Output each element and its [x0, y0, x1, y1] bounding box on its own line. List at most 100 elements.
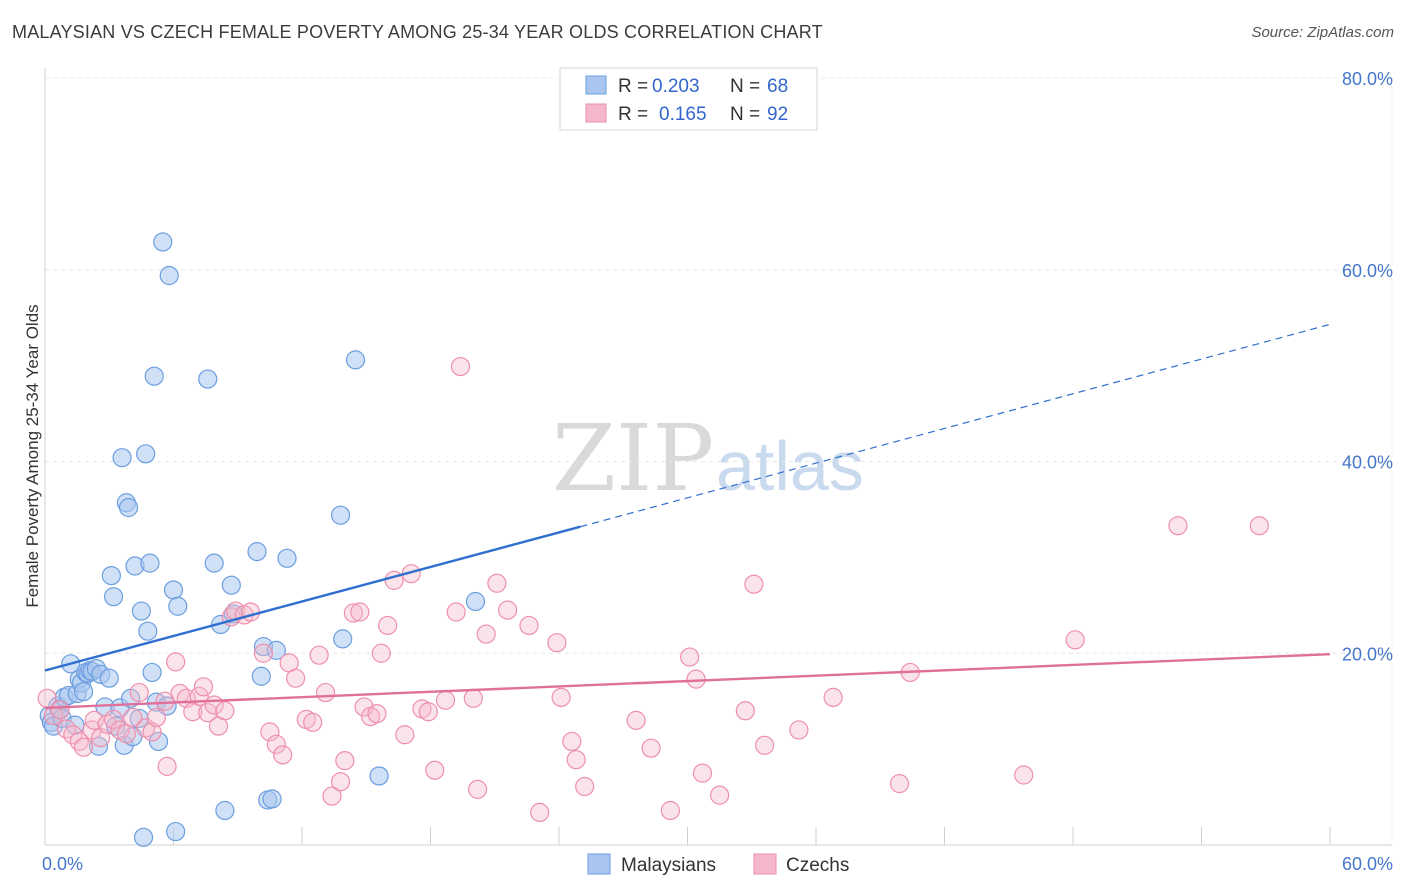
- point-czechs-79: [680, 647, 700, 667]
- point-czechs-86: [789, 720, 809, 740]
- point-czechs-27: [198, 703, 218, 723]
- point-malaysians-65: [345, 350, 366, 370]
- point-czechs-78: [660, 800, 680, 821]
- point-czechs-52: [367, 704, 387, 724]
- point-czechs-35: [253, 643, 274, 663]
- x-tick-label-1: 60.0%: [1342, 854, 1393, 874]
- legend-n-value-malaysians: 68: [767, 76, 788, 97]
- y-tick-label-2: 60.0%: [1342, 261, 1393, 281]
- point-czechs-62: [446, 602, 466, 622]
- point-czechs-14: [123, 707, 143, 728]
- y-axis-label: Female Poverty Among 25-34 Year Olds: [23, 304, 42, 607]
- point-malaysians-40: [142, 662, 162, 683]
- point-malaysians-60: [262, 789, 282, 809]
- point-malaysians-62: [277, 548, 297, 568]
- point-malaysians-43: [148, 731, 169, 752]
- point-czechs-63: [450, 356, 471, 377]
- point-czechs-64: [463, 688, 483, 708]
- point-malaysians-64: [333, 629, 353, 649]
- point-malaysians-46: [159, 265, 179, 286]
- series-legend-czechs: Czechs: [786, 855, 849, 876]
- point-malaysians-49: [168, 596, 188, 616]
- series-legend-malaysians: Malaysians: [621, 855, 716, 876]
- point-czechs-36: [260, 722, 280, 742]
- point-czechs-13: [116, 724, 136, 744]
- point-czechs-42: [303, 712, 323, 732]
- point-malaysians-54: [221, 575, 241, 595]
- point-malaysians-53: [215, 800, 235, 821]
- legend-r-value-malaysians: 0.203: [652, 76, 700, 97]
- point-czechs-75: [575, 776, 595, 797]
- trend-line-malaysians-extension: [580, 323, 1331, 528]
- legend-n-label: N =: [730, 76, 760, 97]
- point-malaysians-36: [133, 827, 154, 847]
- point-czechs-40: [285, 668, 306, 688]
- point-czechs-80: [686, 669, 706, 689]
- chart-title: MALAYSIAN VS CZECH FEMALE POVERTY AMONG …: [12, 22, 823, 42]
- point-czechs-20: [157, 756, 177, 776]
- point-czechs-93: [1249, 516, 1269, 536]
- point-malaysians-66: [369, 766, 389, 786]
- point-malaysians-50: [198, 369, 218, 389]
- legend-r-value-czechs: 0.165: [659, 104, 707, 125]
- trend-line-malaysians: [44, 525, 581, 672]
- point-czechs-47: [335, 751, 355, 771]
- point-malaysians-35: [131, 601, 151, 621]
- series-legend-swatch-czechs: [753, 853, 777, 875]
- point-czechs-87: [823, 687, 843, 707]
- point-czechs-60: [425, 760, 445, 780]
- point-czechs-82: [710, 785, 730, 805]
- point-czechs-71: [547, 633, 567, 653]
- point-malaysians-38: [138, 621, 158, 641]
- point-czechs-73: [562, 731, 582, 752]
- watermark-atlas: atlas: [716, 427, 864, 505]
- series-legend: Malaysians Czechs: [587, 853, 849, 876]
- point-czechs-70: [530, 802, 550, 823]
- tick-labels: 20.0% 40.0% 60.0% 80.0% 0.0% 60.0%: [42, 69, 1393, 874]
- point-malaysians-30: [118, 497, 139, 518]
- point-malaysians-27: [112, 448, 132, 468]
- point-czechs-72: [551, 687, 571, 707]
- trend-lines: [44, 323, 1331, 710]
- legend-swatch-malaysians: [585, 75, 607, 95]
- data-points: [37, 232, 1269, 847]
- legend-r-label: R =: [618, 76, 648, 97]
- point-malaysians-23: [101, 565, 121, 586]
- point-czechs-8: [84, 710, 104, 730]
- point-czechs-83: [735, 701, 755, 721]
- series-legend-swatch-malaysians: [587, 853, 611, 875]
- point-malaysians-48: [166, 821, 186, 842]
- point-czechs-15: [129, 682, 149, 703]
- point-malaysians-44: [153, 232, 173, 252]
- point-czechs-81: [692, 763, 713, 783]
- point-czechs-92: [1168, 516, 1188, 536]
- point-czechs-61: [435, 690, 456, 710]
- source-credit: Source: ZipAtlas.com: [1251, 24, 1394, 41]
- point-czechs-74: [566, 750, 586, 770]
- point-malaysians-67: [465, 591, 486, 612]
- point-czechs-54: [378, 615, 398, 636]
- point-czechs-44: [315, 682, 336, 703]
- zipatlas-watermark: ZIP atlas: [552, 405, 864, 512]
- point-czechs-90: [1014, 765, 1034, 785]
- point-czechs-26: [193, 677, 214, 697]
- legend-swatch-czechs: [585, 103, 607, 123]
- point-czechs-77: [641, 738, 661, 758]
- point-czechs-66: [476, 624, 496, 644]
- point-czechs-43: [309, 645, 329, 665]
- trend-line-czechs: [44, 653, 1331, 710]
- y-tick-label-0: 20.0%: [1342, 644, 1393, 664]
- point-czechs-21: [166, 652, 186, 672]
- y-tick-label-1: 40.0%: [1342, 453, 1393, 473]
- point-czechs-48: [343, 603, 363, 623]
- legend-box: R = 0.203 N = 68 R = 0.165 N = 92: [559, 67, 818, 131]
- point-czechs-30: [215, 701, 235, 721]
- point-malaysians-57: [251, 666, 271, 686]
- point-czechs-2: [50, 700, 70, 720]
- point-czechs-65: [468, 779, 488, 799]
- point-malaysians-24: [103, 587, 124, 607]
- legend-n-value-czechs: 92: [767, 104, 788, 125]
- point-czechs-46: [330, 772, 351, 792]
- point-czechs-76: [626, 710, 646, 730]
